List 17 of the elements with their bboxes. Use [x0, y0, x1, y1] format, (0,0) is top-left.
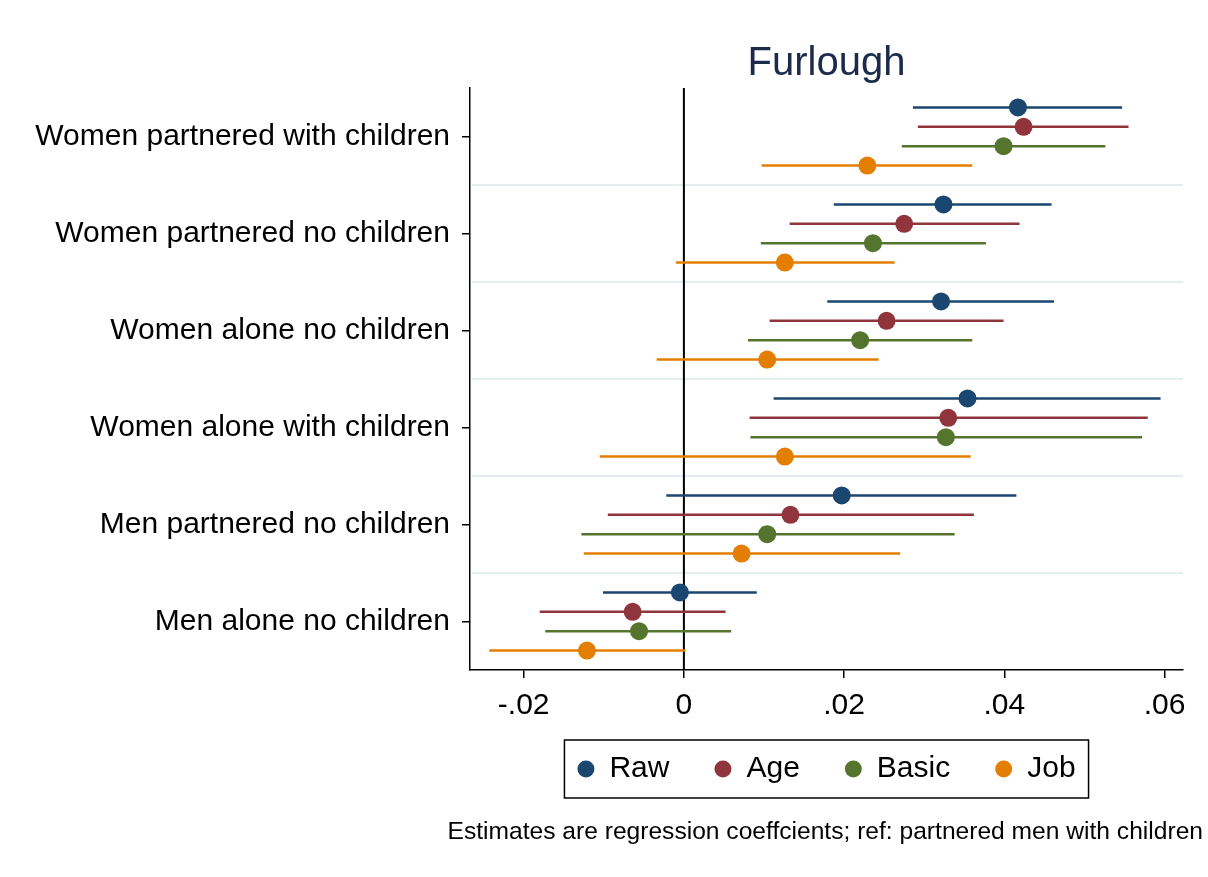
chart-title: Furlough: [747, 39, 906, 84]
y-tick-label: Women alone with children: [90, 408, 450, 442]
x-tick-label: .06: [1143, 687, 1186, 721]
x-tick-label: .02: [823, 687, 865, 721]
x-tick-label: 0: [675, 687, 693, 721]
legend-label: Raw: [609, 750, 670, 784]
x-tick-label: -.02: [497, 687, 550, 721]
legend-label: Basic: [876, 750, 951, 784]
x-tick-label: .04: [983, 687, 1026, 721]
y-tick-label: Women alone no children: [110, 311, 450, 345]
y-tick-label: Women partnered with children: [35, 117, 450, 151]
y-tick-label: Men partnered no children: [99, 505, 450, 539]
legend-label: Age: [746, 750, 800, 784]
text: Estimates are regression coeffcients; ref: partnered men with children: [447, 816, 1203, 844]
y-tick-label: Men alone no children: [154, 602, 450, 636]
y-tick-label: Women partnered no children: [55, 214, 450, 248]
legend-label: Job: [1027, 750, 1076, 784]
